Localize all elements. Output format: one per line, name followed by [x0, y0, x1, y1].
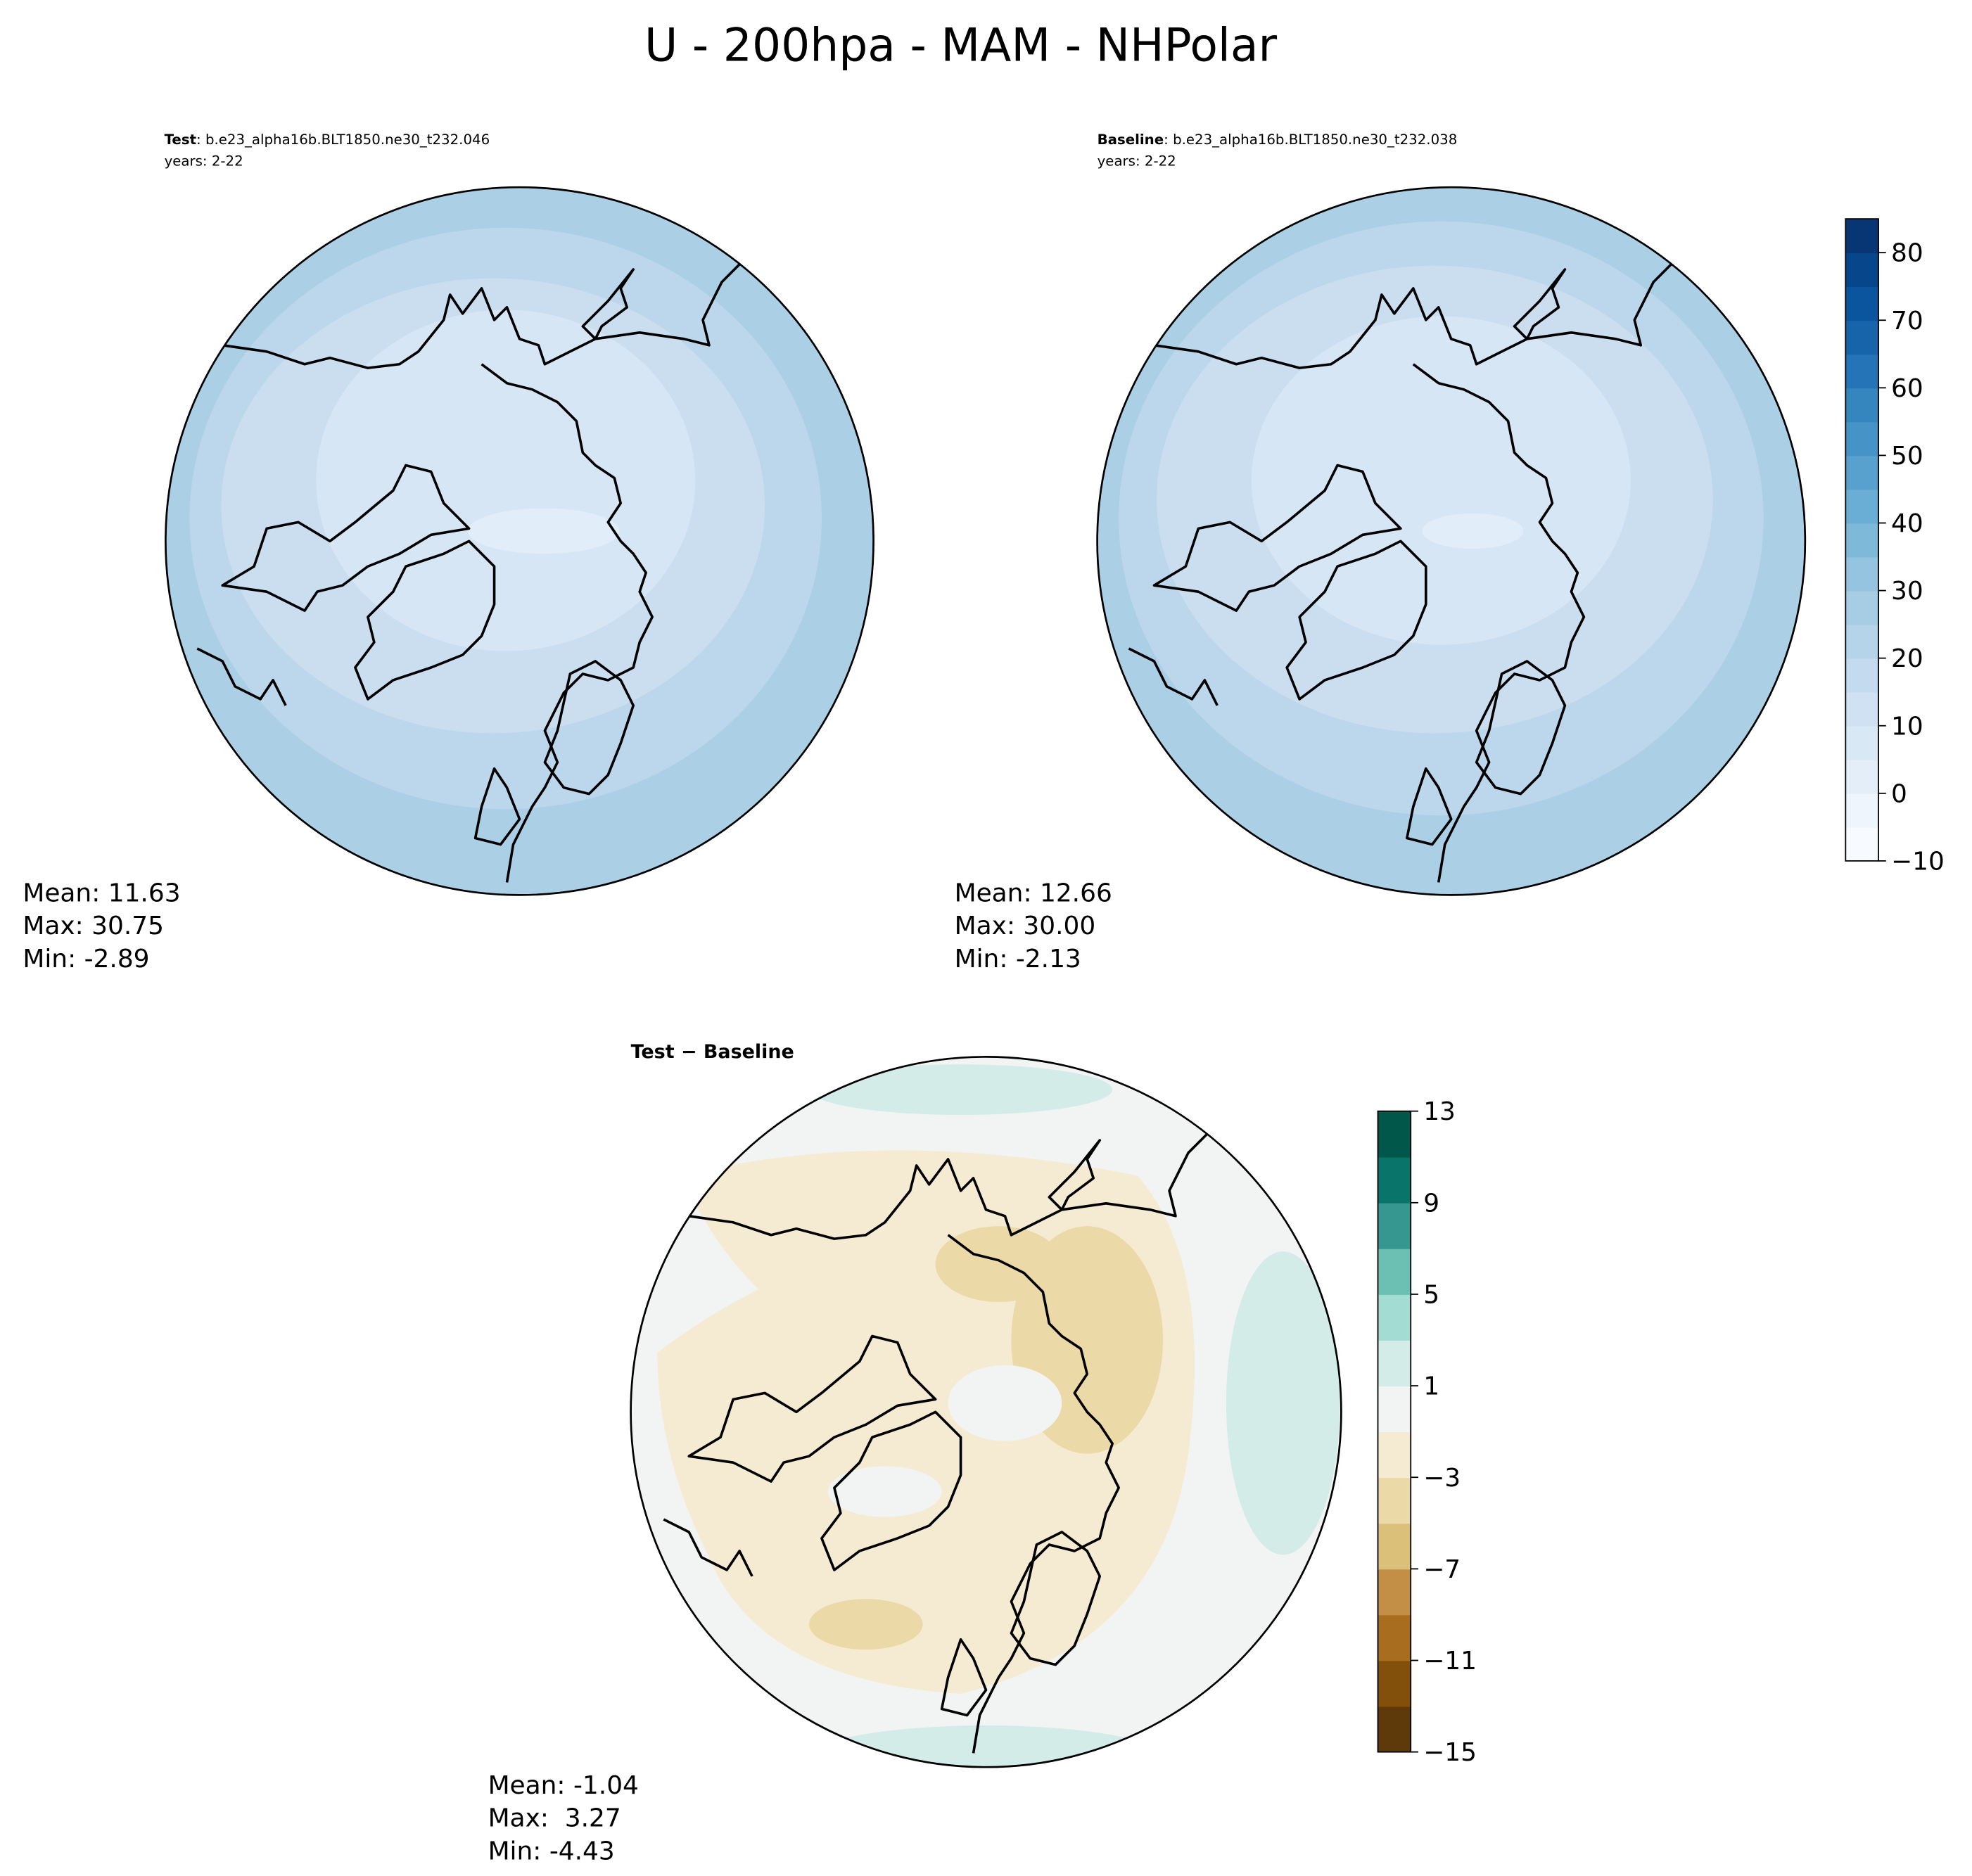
colorbar-tick-label: −7 [1423, 1555, 1461, 1584]
colorbar-segment [1378, 1614, 1411, 1661]
colorbar-segment [1845, 455, 1879, 490]
colorbar-tick-label: −3 [1423, 1464, 1461, 1493]
colorbar-segment [1845, 759, 1879, 794]
colorbar-segment [1378, 1202, 1411, 1249]
colorbar-segment [1845, 658, 1879, 693]
colorbar-frame [1845, 218, 1879, 862]
colorbar-segment [1845, 388, 1879, 423]
colorbar-segment [1845, 624, 1879, 659]
colorbar-segment [1378, 1431, 1411, 1479]
colorbar-segment [1378, 1706, 1411, 1753]
colorbar-tick-label: 60 [1891, 374, 1923, 403]
colorbar-tick-label: 50 [1891, 442, 1923, 471]
polar-map [1097, 187, 1805, 895]
colorbar-segment [1845, 354, 1879, 389]
colorbar-tick-label: 30 [1891, 577, 1923, 606]
figure-title: U - 200hpa - MAM - NHPolar [644, 20, 1278, 72]
colorbar-tick-label: 5 [1423, 1281, 1439, 1310]
panel-label: Baseline: b.e23_alpha16b.BLT1850.ne30_t2… [1098, 132, 1458, 148]
colorbar-tick-label: 20 [1891, 644, 1923, 673]
polar-map [630, 1057, 1342, 1768]
colorbar-tick-label: −15 [1423, 1738, 1477, 1767]
colorbar-segment [1845, 421, 1879, 457]
polar-map [165, 187, 874, 895]
stat-line: Max: 30.75 [23, 912, 164, 940]
colorbar-tick-label: 1 [1423, 1372, 1439, 1401]
colorbar-frame [1377, 1110, 1412, 1753]
colorbar-segment [1845, 725, 1879, 760]
panel-label: Test: b.e23_alpha16b.BLT1850.ne30_t232.0… [165, 132, 490, 148]
stat-line: Max: 30.00 [955, 912, 1096, 940]
colorbar-tick-label: 13 [1423, 1097, 1456, 1126]
colorbar-segment [1845, 219, 1879, 254]
colorbar-segment [1845, 556, 1879, 592]
colorbar-segment [1378, 1248, 1411, 1295]
colorbar-segment [1845, 793, 1879, 828]
colorbar-segment [1378, 1111, 1411, 1158]
colorbar-tick-label: 40 [1891, 509, 1923, 538]
panel-label-bold: Baseline [1098, 132, 1164, 148]
colorbar-segment [1378, 1569, 1411, 1616]
colorbar-segment [1378, 1340, 1411, 1386]
colorbar-tick-label: 9 [1423, 1189, 1439, 1218]
colorbar-segment [1845, 590, 1879, 625]
colorbar-segment [1845, 253, 1879, 288]
colorbar-segment [1378, 1294, 1411, 1341]
colorbar-segment [1378, 1477, 1411, 1524]
stat-line: Min: -2.89 [23, 945, 149, 974]
colorbar-segment [1378, 1523, 1411, 1570]
stat-line: Mean: -1.04 [488, 1771, 639, 1800]
colorbar-segment [1845, 827, 1879, 862]
colorbar-segment [1845, 691, 1879, 727]
colorbar-tick-label: 0 [1891, 779, 1907, 808]
stat-line: Mean: 11.63 [23, 879, 180, 907]
stat-line: Min: -4.43 [488, 1837, 615, 1865]
stat-line: Mean: 12.66 [955, 879, 1112, 907]
panel-label-case: : b.e23_alpha16b.BLT1850.ne30_t232.046 [196, 132, 490, 148]
colorbar-tick-label: −11 [1423, 1647, 1477, 1676]
panel-label: Test − Baseline [631, 1041, 794, 1063]
colorbar-segment [1845, 489, 1879, 524]
stat-line: Min: -2.13 [955, 945, 1081, 974]
stat-line: Max: 3.27 [488, 1804, 621, 1833]
colorbar-tick-label: 10 [1891, 712, 1923, 741]
colorbar-segment [1845, 286, 1879, 321]
panel-label-case: : b.e23_alpha16b.BLT1850.ne30_t232.038 [1164, 132, 1457, 148]
panel-years: years: 2-22 [1098, 153, 1176, 170]
colorbar-segment [1378, 1386, 1411, 1433]
colorbar-segment [1378, 1660, 1411, 1707]
colorbar-segment [1378, 1156, 1411, 1204]
colorbar-tick-label: −10 [1891, 847, 1945, 876]
colorbar-segment [1845, 320, 1879, 355]
colorbar-tick-label: 70 [1891, 307, 1923, 336]
colorbar-segment [1845, 523, 1879, 558]
panel-years: years: 2-22 [165, 153, 243, 170]
colorbar-tick-label: 80 [1891, 239, 1923, 268]
panel-label-bold: Test [165, 132, 196, 148]
